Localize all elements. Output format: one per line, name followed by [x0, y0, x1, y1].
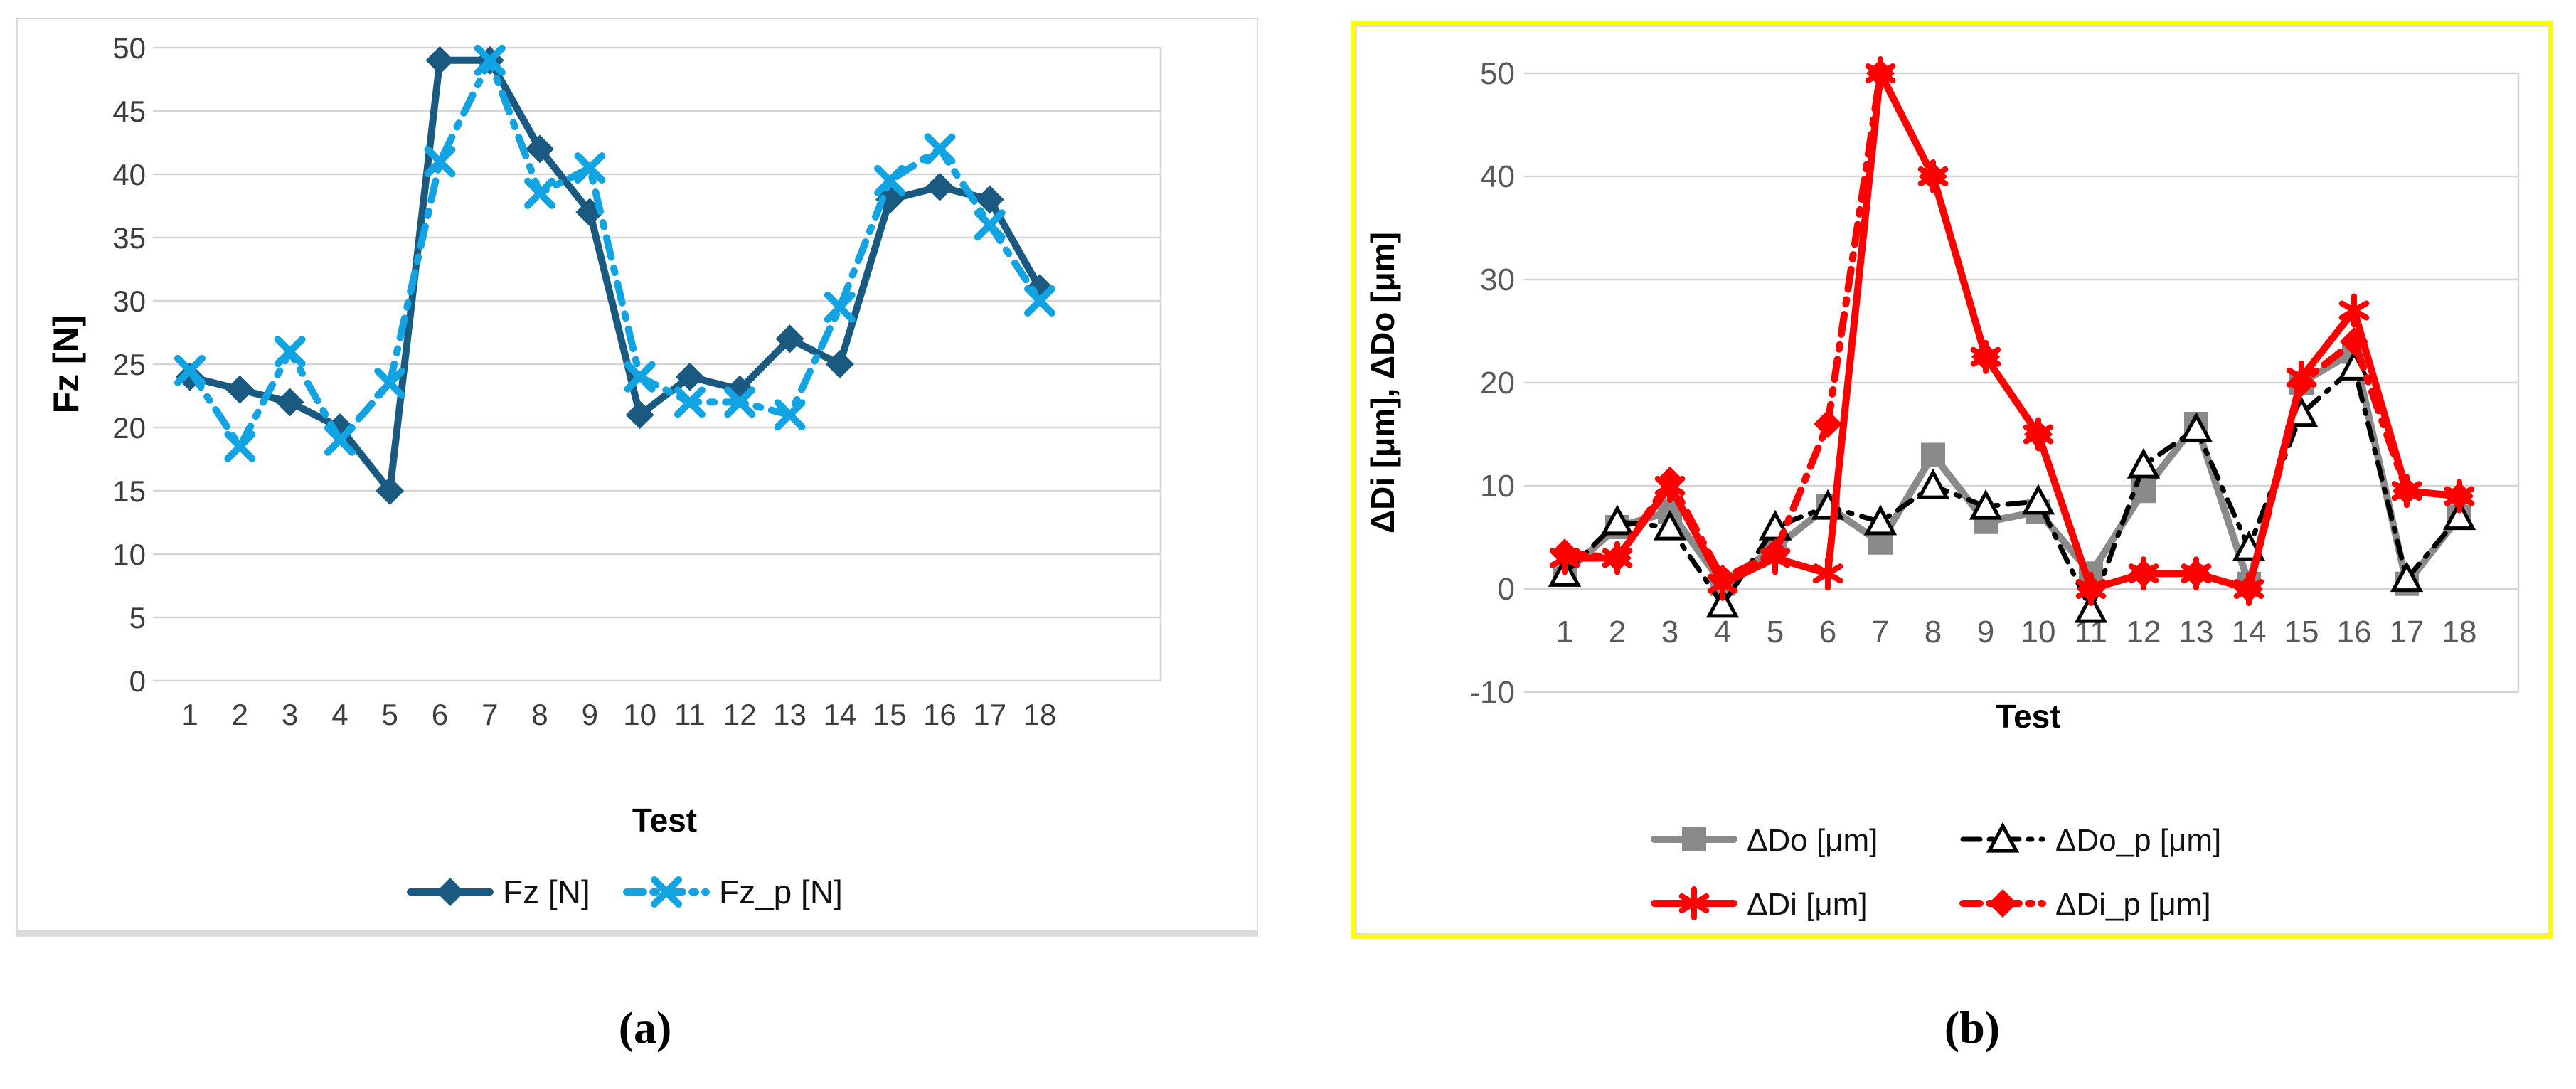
svg-text:ΔDi_p [μm]: ΔDi_p [μm]	[2055, 887, 2211, 922]
svg-text:18: 18	[2442, 615, 2477, 649]
svg-text:9: 9	[1977, 615, 1994, 649]
svg-text:12: 12	[2127, 615, 2161, 649]
svg-text:40: 40	[112, 158, 146, 191]
legend: Fz [N] Fz_p [N]	[407, 873, 843, 910]
svg-text:30: 30	[1480, 262, 1515, 297]
svg-text:50: 50	[112, 31, 146, 65]
svg-text:ΔDo_p [μm]: ΔDo_p [μm]	[2055, 823, 2221, 858]
svg-text:3: 3	[282, 698, 298, 731]
legend-item-do-p-m: ΔDo_p [μm]	[1960, 822, 2221, 858]
svg-text:12: 12	[723, 698, 757, 731]
svg-text:Fz_p [N]: Fz_p [N]	[719, 873, 843, 910]
svg-text:16: 16	[923, 698, 957, 731]
svg-text:5: 5	[381, 698, 398, 731]
legend: ΔDo [μm] ΔDo_p [μm] ΔDi [μm] ΔDi_p [μm]	[1651, 822, 2221, 922]
svg-text:7: 7	[1872, 615, 1889, 649]
svg-text:18: 18	[1023, 698, 1057, 731]
svg-text:20: 20	[1480, 366, 1515, 400]
svg-text:Fz [N]: Fz [N]	[503, 873, 590, 910]
series-fz-p-n	[174, 44, 1055, 462]
svg-text:7: 7	[481, 698, 498, 731]
svg-text:45: 45	[112, 95, 146, 128]
gridlines	[153, 46, 1162, 682]
svg-text:0: 0	[1498, 572, 1515, 607]
svg-text:ΔDo [μm]: ΔDo [μm]	[1747, 823, 1878, 858]
svg-text:9: 9	[582, 698, 598, 731]
svg-text:-10: -10	[1469, 675, 1515, 710]
legend-item-fz-p-n: Fz_p [N]	[623, 873, 843, 910]
gridlines	[1524, 72, 2520, 694]
svg-text:15: 15	[873, 698, 907, 731]
svg-text:16: 16	[2337, 615, 2372, 649]
series-di-m	[1549, 56, 2475, 606]
svg-text:15: 15	[112, 474, 146, 508]
svg-text:25: 25	[112, 348, 146, 381]
svg-text:30: 30	[112, 285, 146, 318]
svg-text:1: 1	[1556, 615, 1573, 649]
caption-b: (b)	[1944, 1002, 2001, 1053]
svg-text:5: 5	[129, 601, 146, 634]
svg-text:3: 3	[1661, 615, 1678, 649]
x-axis-title: Test	[1996, 698, 2060, 735]
svg-text:0: 0	[129, 664, 146, 698]
svg-text:ΔDi [μm]: ΔDi [μm]	[1747, 887, 1868, 922]
svg-text:14: 14	[823, 698, 856, 731]
chart-a-panel: 0 5 10 15 20 25 30 35 40 45 50 1 2 3 4 5 6 7 8 9 10 11 12 13 14 1…	[16, 18, 1258, 932]
svg-text:4: 4	[331, 698, 348, 731]
svg-text:13: 13	[2179, 615, 2214, 649]
y-axis-tick-labels: -10 0 10 20 30 40 50	[1469, 56, 1515, 710]
svg-text:2: 2	[232, 698, 248, 731]
svg-text:40: 40	[1480, 159, 1515, 194]
chart-b-panel: -10 0 10 20 30 40 50 1 2 3 4 5 6 7 8 9 10 11 12 13 14 15 16 17 1…	[1351, 21, 2553, 939]
x-axis-tick-labels: 1 2 3 4 5 6 7 8 9 10 11 12 13 14 15 16 17 18	[1556, 615, 2477, 649]
svg-text:6: 6	[432, 698, 448, 731]
svg-text:11: 11	[674, 698, 706, 731]
svg-text:8: 8	[1925, 615, 1942, 649]
x-axis-tick-labels: 1 2 3 4 5 6 7 8 9 10 11 12 13 14 15 16 17 18	[181, 698, 1056, 731]
svg-text:15: 15	[2284, 615, 2319, 649]
svg-text:50: 50	[1480, 56, 1515, 91]
svg-text:8: 8	[531, 698, 548, 731]
legend-item-do-m: ΔDo [μm]	[1651, 823, 1878, 858]
svg-text:17: 17	[973, 698, 1006, 731]
svg-text:6: 6	[1819, 615, 1836, 649]
svg-text:17: 17	[2390, 615, 2425, 649]
svg-text:14: 14	[2232, 615, 2267, 649]
legend-item-di-m: ΔDi [μm]	[1651, 886, 1868, 922]
chart-b-inner-frame: -10 0 10 20 30 40 50 1 2 3 4 5 6 7 8 9 10 11 12 13 14 15 16 17 1…	[1356, 26, 2549, 935]
caption-a: (a)	[618, 1002, 672, 1053]
svg-text:5: 5	[1767, 615, 1784, 649]
svg-text:10: 10	[623, 698, 656, 731]
svg-text:4: 4	[1714, 615, 1731, 649]
svg-text:2: 2	[1609, 615, 1626, 649]
y-axis-title: Fz [N]	[46, 315, 86, 414]
svg-text:1: 1	[181, 698, 198, 731]
x-axis-title: Test	[632, 802, 697, 839]
y-axis-tick-labels: 0 5 10 15 20 25 30 35 40 45 50	[112, 31, 146, 698]
svg-text:10: 10	[1480, 469, 1515, 504]
y-axis-title: ΔDi [μm], ΔDo [μm]	[1364, 232, 1401, 533]
svg-text:10: 10	[112, 538, 146, 571]
legend-item-fz-n: Fz [N]	[407, 873, 590, 910]
svg-text:20: 20	[112, 411, 146, 445]
svg-text:35: 35	[112, 221, 146, 255]
svg-text:13: 13	[773, 698, 807, 731]
legend-item-di-p-m: ΔDi_p [μm]	[1959, 887, 2211, 922]
svg-text:10: 10	[2021, 615, 2056, 649]
